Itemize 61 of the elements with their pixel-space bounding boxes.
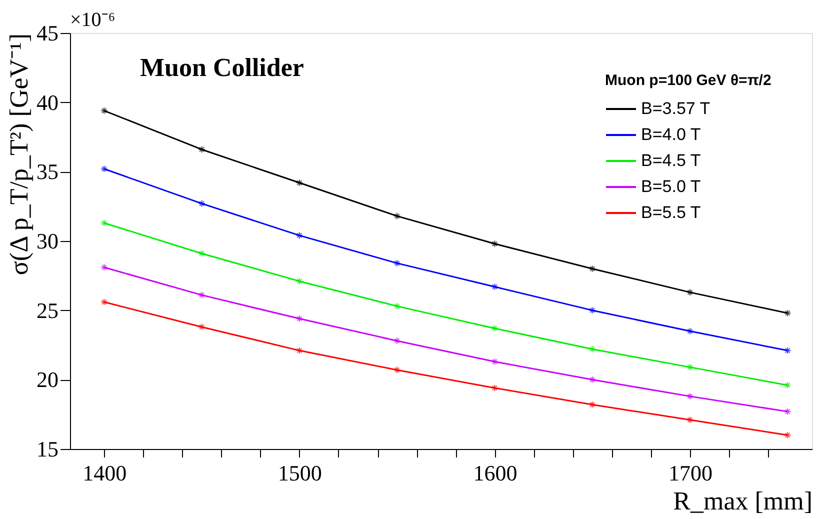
x-tick-label: 1500 — [278, 460, 322, 486]
x-tick-label: 1400 — [82, 460, 127, 486]
point — [588, 306, 596, 314]
y-tick-label: 20 — [36, 367, 58, 392]
point — [784, 309, 792, 317]
point — [100, 106, 108, 114]
point — [393, 212, 401, 220]
point — [686, 364, 694, 371]
point — [588, 400, 596, 408]
legend-label: B=3.57 T — [641, 99, 710, 118]
y-tick-label: 25 — [36, 298, 58, 323]
text: Muon Collider — [140, 53, 304, 82]
point — [296, 346, 304, 354]
point — [784, 382, 792, 389]
point — [393, 366, 401, 374]
point — [588, 376, 596, 384]
point — [198, 323, 206, 331]
legend-label: B=4.0 T — [641, 125, 701, 144]
legend-title: Muon p=100 GeV θ=π/2 — [605, 72, 772, 89]
point — [393, 337, 401, 344]
point — [100, 165, 108, 173]
point — [491, 358, 498, 366]
point — [686, 288, 694, 296]
y-tick-label: 35 — [36, 159, 58, 184]
x-tick-label: 1600 — [473, 460, 518, 486]
point — [784, 346, 792, 354]
legend-label: B=5.0 T — [641, 177, 701, 196]
point — [588, 265, 596, 272]
point — [686, 416, 694, 424]
x-tick-label: 1700 — [668, 460, 712, 486]
point — [686, 327, 694, 335]
y-tick-label: 15 — [36, 436, 58, 462]
point — [784, 431, 792, 439]
point — [100, 219, 108, 227]
point — [784, 408, 792, 416]
point — [100, 264, 108, 272]
y-tick-label: 45 — [36, 20, 58, 46]
point — [296, 179, 304, 186]
text: ×10⁻⁶ — [70, 9, 116, 31]
point — [296, 232, 304, 240]
point — [491, 384, 498, 392]
point — [491, 324, 498, 332]
legend-label: B=4.5 T — [641, 151, 701, 170]
point — [198, 250, 206, 258]
point — [588, 346, 596, 353]
point — [393, 260, 401, 267]
point — [100, 298, 108, 306]
point — [296, 278, 304, 285]
point — [296, 314, 304, 322]
point — [491, 240, 498, 248]
x-axis-title: R_max [mm] — [673, 486, 812, 516]
point — [491, 283, 498, 290]
point — [198, 291, 206, 299]
y-tick-label: 40 — [36, 90, 58, 115]
y-tick-label: 30 — [36, 228, 58, 254]
point — [198, 200, 206, 208]
point — [198, 146, 206, 154]
y-axis-title: σ(Δ p_T/p_T²) [GeV⁻¹] — [4, 34, 34, 276]
legend-label: B=5.5 T — [641, 203, 701, 222]
point — [393, 302, 401, 310]
point — [686, 392, 694, 400]
